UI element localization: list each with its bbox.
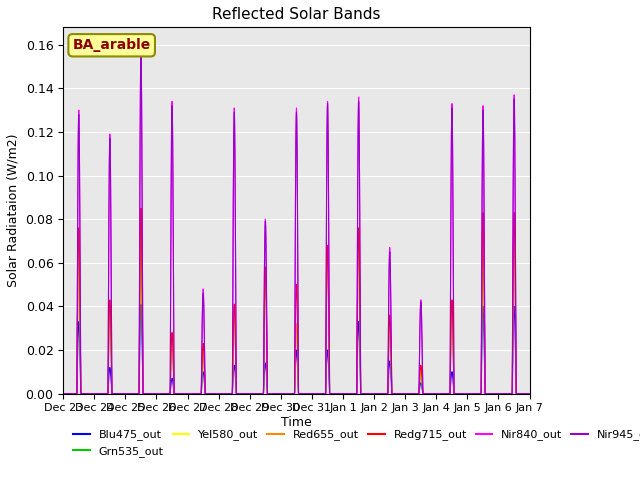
X-axis label: Time: Time: [281, 416, 312, 429]
Legend: Blu475_out, Grn535_out, Yel580_out, Red655_out, Redg715_out, Nir840_out, Nir945_: Blu475_out, Grn535_out, Yel580_out, Red6…: [68, 425, 640, 461]
Text: BA_arable: BA_arable: [72, 38, 151, 52]
Title: Reflected Solar Bands: Reflected Solar Bands: [212, 7, 381, 22]
Y-axis label: Solar Radiataion (W/m2): Solar Radiataion (W/m2): [7, 134, 20, 287]
